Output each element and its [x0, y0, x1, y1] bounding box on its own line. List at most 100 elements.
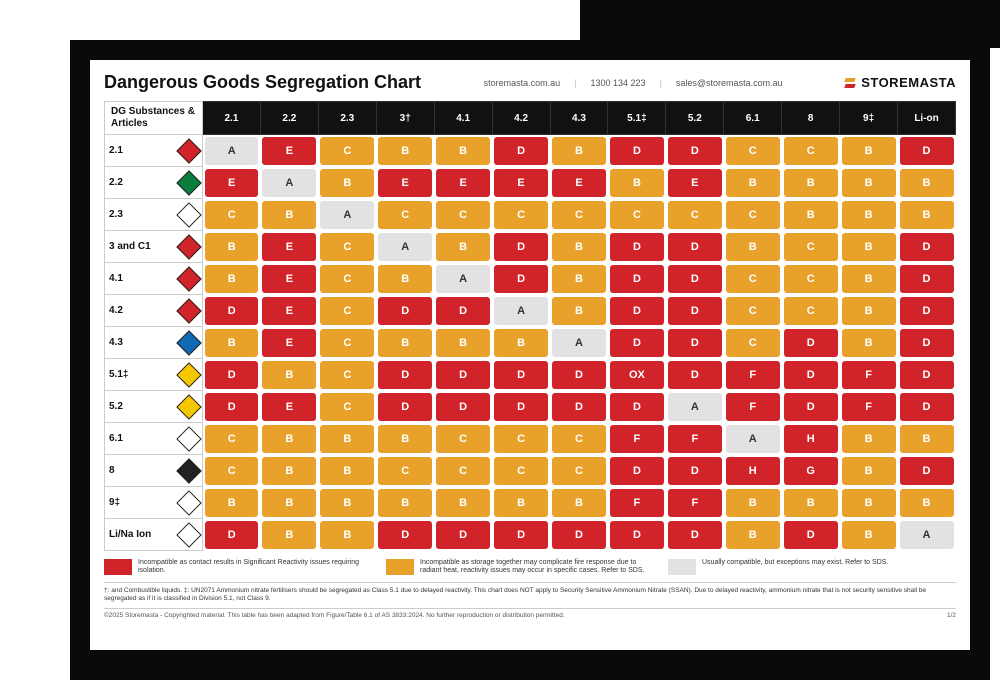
matrix-cell: D	[898, 135, 956, 167]
matrix-cell-value: B	[205, 233, 258, 261]
matrix-cell-value: B	[320, 457, 374, 485]
matrix-cell-value: C	[552, 425, 606, 453]
matrix-cell: D	[666, 263, 724, 295]
matrix-cell: C	[318, 295, 376, 327]
matrix-cell-value: B	[378, 137, 432, 165]
matrix-cell: B	[840, 487, 898, 519]
matrix-cell: B	[260, 359, 318, 391]
matrix-cell: B	[782, 199, 840, 231]
matrix-cell-value: D	[668, 521, 722, 549]
matrix-cell-value: E	[262, 137, 316, 165]
matrix-cell-value: D	[494, 265, 548, 293]
matrix-cell: E	[260, 263, 318, 295]
matrix-cell-value: F	[726, 393, 780, 421]
matrix-cell-value: F	[726, 361, 780, 389]
matrix-cell: C	[782, 135, 840, 167]
matrix-cell: C	[318, 359, 376, 391]
matrix-cell-value: D	[610, 265, 664, 293]
matrix-cell: B	[840, 519, 898, 551]
matrix-cell: D	[434, 359, 492, 391]
hazard-diamond-icon	[176, 138, 201, 163]
matrix-cell: D	[666, 359, 724, 391]
matrix-cell-value: D	[784, 329, 838, 357]
matrix-cell-value: D	[436, 361, 490, 389]
matrix-cell-value: D	[784, 361, 838, 389]
matrix-cell: B	[260, 423, 318, 455]
website-text: storemasta.com.au	[484, 78, 561, 88]
matrix-cell-value: C	[205, 425, 258, 453]
matrix-cell: B	[260, 487, 318, 519]
matrix-cell-value: E	[262, 233, 316, 261]
brand-name: STOREMASTA	[861, 75, 956, 90]
matrix-cell: B	[376, 423, 434, 455]
matrix-cell: H	[724, 455, 782, 487]
matrix-cell-value: C	[205, 201, 258, 229]
matrix-cell: B	[840, 263, 898, 295]
phone-text: 1300 134 223	[591, 78, 646, 88]
matrix-cell-value: B	[436, 329, 490, 357]
matrix-cell-value: D	[378, 521, 432, 549]
swatch-red	[104, 559, 132, 575]
matrix-cell: B	[203, 263, 261, 295]
matrix-cell-value: B	[262, 201, 316, 229]
matrix-cell: B	[724, 231, 782, 263]
matrix-cell-value: F	[668, 425, 722, 453]
row-label: Li/Na Ion	[105, 519, 203, 551]
matrix-cell: C	[434, 455, 492, 487]
header: Dangerous Goods Segregation Chart storem…	[104, 72, 956, 93]
brand-stripe-top	[844, 78, 855, 82]
matrix-cell: A	[434, 263, 492, 295]
matrix-cell: B	[318, 167, 376, 199]
row-label: 3 and C1	[105, 231, 203, 263]
matrix-cell: C	[608, 199, 666, 231]
matrix-cell: B	[318, 519, 376, 551]
matrix-cell: D	[203, 519, 261, 551]
matrix-cell: D	[203, 295, 261, 327]
matrix-cell: B	[840, 327, 898, 359]
matrix-cell-value: D	[900, 361, 954, 389]
matrix-cell: D	[550, 519, 608, 551]
row-label-text: 2.2	[109, 177, 123, 188]
matrix-cell-value: D	[610, 457, 664, 485]
matrix-cell-value: D	[668, 457, 722, 485]
matrix-cell-value: E	[378, 169, 432, 197]
matrix-cell-value: D	[668, 329, 722, 357]
matrix-cell: D	[608, 135, 666, 167]
matrix-cell: B	[782, 487, 840, 519]
legend: Incompatible as contact results in Signi…	[104, 559, 956, 576]
matrix-cell-value: B	[320, 169, 374, 197]
hazard-diamond-icon	[176, 298, 201, 323]
matrix-cell: F	[724, 359, 782, 391]
matrix-cell-value: B	[842, 457, 896, 485]
matrix-cell: B	[376, 263, 434, 295]
matrix-cell: A	[550, 327, 608, 359]
matrix-cell-value: D	[552, 521, 606, 549]
legend-orange: Incompatible as storage together may com…	[386, 559, 650, 576]
matrix-cell-value: C	[436, 201, 490, 229]
matrix-cell: E	[550, 167, 608, 199]
matrix-cell: C	[203, 455, 261, 487]
hazard-diamond-icon	[176, 458, 201, 483]
matrix-cell: B	[203, 487, 261, 519]
row-label-text: 9‡	[109, 497, 120, 508]
matrix-cell: D	[608, 295, 666, 327]
page-number: 1/2	[947, 612, 956, 619]
footnote-text: †: and Combustible liquids. ‡: UN2071 Am…	[104, 582, 956, 604]
matrix-cell: B	[260, 199, 318, 231]
column-header: 3†	[376, 102, 434, 135]
matrix-cell: C	[318, 263, 376, 295]
segregation-table: DG Substances & Articles 2.12.22.33†4.14…	[104, 101, 956, 551]
matrix-cell: D	[666, 231, 724, 263]
matrix-cell-value: C	[436, 425, 490, 453]
matrix-cell-value: B	[205, 489, 258, 517]
matrix-cell: B	[550, 135, 608, 167]
matrix-cell: B	[840, 135, 898, 167]
matrix-cell: C	[782, 231, 840, 263]
copyright-bar: ©2025 Storemasta - Copyrighted material.…	[104, 608, 956, 619]
matrix-cell-value: D	[668, 137, 722, 165]
matrix-cell-value: B	[436, 137, 490, 165]
matrix-cell: D	[608, 519, 666, 551]
matrix-cell-value: D	[205, 521, 258, 549]
matrix-cell: D	[898, 455, 956, 487]
matrix-cell: B	[376, 487, 434, 519]
